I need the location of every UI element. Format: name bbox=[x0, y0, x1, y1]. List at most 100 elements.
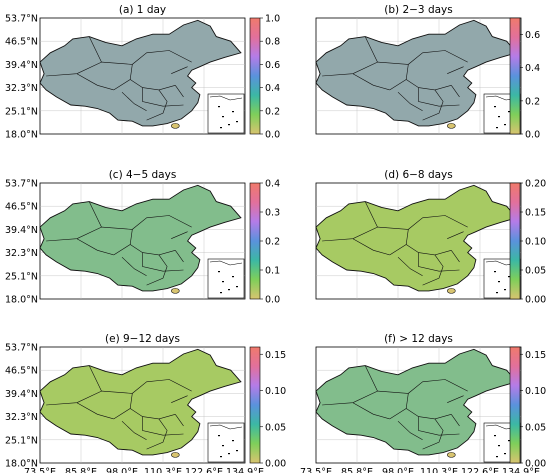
province-border bbox=[352, 238, 390, 256]
inset-dash bbox=[228, 453, 230, 455]
y-tick-label: 18.0°N bbox=[5, 459, 38, 470]
country-value-fill bbox=[316, 185, 517, 291]
x-tick-label: 134.9°E bbox=[502, 467, 540, 473]
province-border bbox=[389, 244, 407, 256]
inset-dash bbox=[228, 289, 230, 291]
colorbar bbox=[509, 17, 521, 135]
x-tick-label: 122.6°E bbox=[185, 467, 223, 473]
country-border bbox=[39, 348, 242, 456]
inset-dash bbox=[504, 453, 506, 455]
colorbar bbox=[509, 182, 521, 300]
panel-title: (e) 9−12 days bbox=[105, 333, 180, 345]
colorbar-tick-label: 0.2 bbox=[265, 237, 280, 248]
province-border bbox=[389, 408, 407, 420]
colorbar-tick-label: 0.00 bbox=[525, 459, 546, 470]
inset-dash bbox=[508, 440, 510, 442]
province-border bbox=[418, 87, 460, 107]
map-panel: (b) 2−3 days 0.0 0.2 0.4 0.6 bbox=[315, 4, 540, 141]
x-tick-label: 134.9°E bbox=[226, 467, 264, 473]
map-panel: (a) 1 day 0.0 0.2 0.4 0.6 0.8 1.0 53.7°N 46.5°N 3… bbox=[5, 4, 280, 141]
inset-dash bbox=[232, 111, 234, 113]
x-tick-label: 85.8°E bbox=[65, 467, 97, 473]
inset-dash bbox=[498, 445, 500, 447]
y-tick-label: 18.0°N bbox=[5, 130, 38, 141]
hainan-island bbox=[446, 288, 456, 294]
country-value-fill bbox=[316, 20, 517, 126]
province-border bbox=[46, 36, 102, 77]
country-value-fill bbox=[40, 20, 241, 126]
panel-title: (d) 6−8 days bbox=[384, 169, 452, 181]
colorbar-tick-label: 0.3 bbox=[265, 208, 280, 219]
x-tick-label: 98.0°E bbox=[382, 467, 414, 473]
colorbar-tick-label: 0.2 bbox=[265, 106, 280, 117]
province-border bbox=[146, 254, 168, 286]
province-border bbox=[322, 36, 378, 77]
x-tick-label: 85.8°E bbox=[341, 467, 373, 473]
province-border bbox=[171, 395, 188, 403]
inset-dash bbox=[504, 289, 506, 291]
map-panel: (e) 9−12 days 0.00 0.05 0.10 0.15 53.7°N 46.5°… bbox=[5, 333, 286, 473]
panel-title: (a) 1 day bbox=[119, 4, 166, 16]
inset-dash bbox=[236, 121, 238, 123]
map-panel: (f) > 12 days 0.00 0.05 0.10 0.15 73.5°E 85.8°… bbox=[300, 333, 546, 473]
colorbar bbox=[509, 346, 521, 464]
y-tick-label: 32.3°N bbox=[5, 412, 38, 423]
colorbar-tick-label: 0.6 bbox=[265, 60, 280, 71]
country-value-fill bbox=[316, 349, 517, 455]
province-border bbox=[422, 254, 444, 286]
inset-dash bbox=[496, 456, 498, 458]
province-border bbox=[142, 87, 184, 107]
y-tick-label: 18.0°N bbox=[5, 295, 38, 306]
y-tick-label: 53.7°N bbox=[5, 343, 38, 354]
inset-dash bbox=[232, 440, 234, 442]
province-border bbox=[322, 365, 378, 406]
inset-dash bbox=[222, 281, 224, 283]
province-border bbox=[113, 79, 131, 91]
inset-coastline bbox=[209, 95, 243, 101]
province-border bbox=[121, 256, 147, 277]
province-border bbox=[397, 420, 423, 441]
province-border bbox=[171, 66, 188, 74]
province-border bbox=[101, 379, 192, 394]
province-border bbox=[352, 73, 390, 91]
province-border bbox=[76, 238, 114, 256]
panel-title: (b) 2−3 days bbox=[384, 4, 452, 16]
country-border bbox=[315, 184, 518, 292]
province-border bbox=[447, 395, 464, 403]
hainan-island bbox=[446, 452, 456, 458]
colorbar-tick-label: 0.05 bbox=[265, 422, 286, 433]
province-border bbox=[113, 244, 131, 256]
inset-dash bbox=[498, 281, 500, 283]
colorbar-tick-label: 0.10 bbox=[525, 386, 546, 397]
inset-dash bbox=[496, 292, 498, 294]
x-tick-label: 122.6°E bbox=[461, 467, 499, 473]
province-border bbox=[142, 252, 184, 272]
colorbar-tick-label: 0.15 bbox=[525, 208, 546, 219]
y-tick-label: 46.5°N bbox=[5, 37, 38, 48]
inset-dash bbox=[220, 292, 222, 294]
inset-dash bbox=[228, 124, 230, 126]
province-border bbox=[113, 408, 131, 420]
y-tick-label: 46.5°N bbox=[5, 202, 38, 213]
province-border bbox=[175, 414, 184, 427]
colorbar-tick-label: 0.15 bbox=[265, 350, 286, 361]
x-tick-label: 110.3°E bbox=[420, 467, 458, 473]
colorbar-tick-label: 0.8 bbox=[265, 37, 280, 48]
colorbar-tick-label: 0.05 bbox=[525, 422, 546, 433]
province-border bbox=[418, 416, 460, 436]
province-border bbox=[175, 250, 184, 263]
country-value-fill bbox=[40, 349, 241, 455]
province-border bbox=[322, 201, 378, 242]
hainan-island bbox=[446, 123, 456, 129]
y-tick-label: 46.5°N bbox=[5, 366, 38, 377]
inset-dash bbox=[222, 116, 224, 118]
y-tick-label: 32.3°N bbox=[5, 83, 38, 94]
province-border bbox=[377, 50, 468, 65]
inset-dash bbox=[504, 124, 506, 126]
province-border bbox=[422, 89, 444, 121]
colorbar bbox=[249, 346, 261, 464]
inset-dash bbox=[218, 435, 220, 437]
country-value-fill bbox=[40, 185, 241, 291]
province-border bbox=[418, 252, 460, 272]
